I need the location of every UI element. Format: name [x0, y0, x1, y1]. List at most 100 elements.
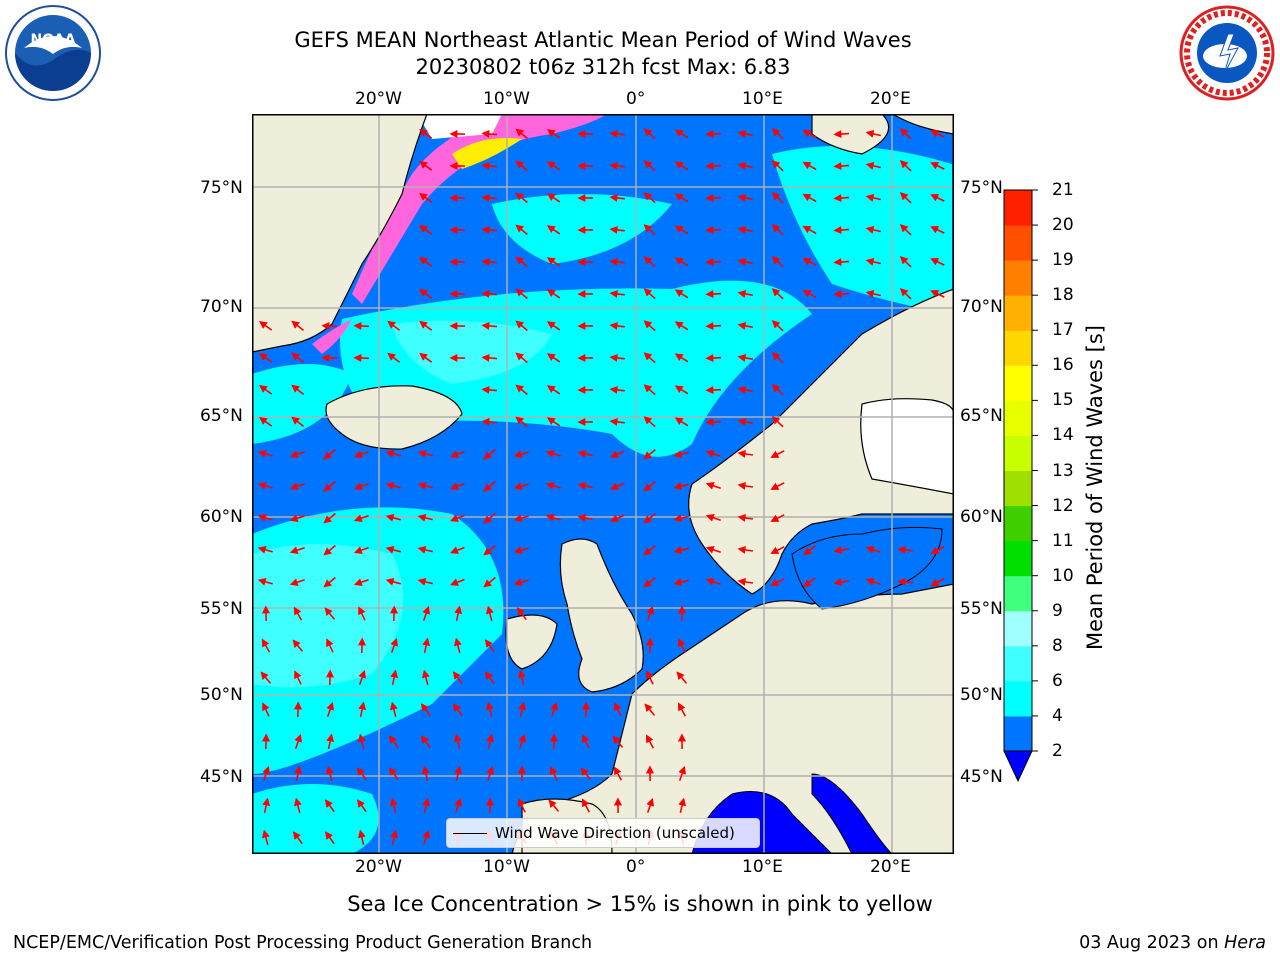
colorbar-tick-label: 13 — [1052, 460, 1074, 481]
wave-direction-arrow — [771, 160, 784, 172]
lat-tick-right-55n: 55°N — [960, 599, 1003, 619]
wave-direction-arrow — [293, 606, 303, 621]
wave-direction-arrow — [643, 416, 656, 428]
lon-tick-top-20e: 20°E — [870, 89, 911, 109]
wave-direction-arrow — [609, 417, 625, 426]
wave-direction-arrow — [515, 192, 528, 204]
wave-direction-arrow — [293, 797, 302, 813]
wave-direction-arrow — [419, 128, 433, 139]
wave-direction-arrow — [705, 418, 722, 427]
wave-direction-arrow — [771, 192, 784, 204]
wave-direction-arrow — [737, 225, 754, 234]
wave-direction-arrow — [930, 577, 945, 587]
wave-direction-arrow — [673, 450, 689, 459]
wave-direction-arrow — [705, 322, 722, 331]
wave-direction-arrow — [291, 352, 304, 364]
wave-direction-arrow — [646, 605, 654, 621]
wave-direction-arrow — [385, 481, 402, 490]
wave-direction-arrow — [353, 546, 369, 554]
wave-direction-arrow — [737, 481, 754, 490]
colorbar-segment — [1004, 435, 1032, 471]
wave-direction-arrow — [357, 829, 366, 845]
wave-direction-arrow — [930, 130, 945, 138]
lon-tick-top-20w: 20°W — [355, 89, 402, 109]
wave-direction-arrow — [930, 545, 945, 555]
wave-direction-arrow — [483, 512, 496, 524]
sea-ice-note: Sea Ice Concentration > 15% is shown in … — [347, 892, 933, 916]
wave-direction-arrow — [614, 702, 622, 717]
colorbar-tick-label: 12 — [1052, 495, 1074, 516]
wave-direction-arrow — [486, 765, 494, 781]
wave-direction-arrow — [546, 129, 561, 139]
wave-direction-arrow — [485, 701, 494, 717]
wave-direction-arrow — [481, 289, 498, 298]
colorbar-tick-label: 14 — [1052, 425, 1074, 446]
wave-direction-arrow — [644, 703, 656, 716]
wave-direction-arrow — [450, 546, 465, 554]
wave-direction-arrow — [613, 766, 623, 781]
wave-direction-arrow — [422, 829, 430, 845]
graticule — [252, 114, 954, 854]
wave-direction-arrow — [610, 514, 625, 522]
footer-host: Hera — [1224, 933, 1266, 953]
wave-direction-arrow — [609, 129, 625, 138]
wave-direction-arrow — [674, 321, 689, 331]
wave-direction-arrow — [422, 605, 430, 621]
wave-direction-arrow — [323, 480, 336, 492]
wave-direction-arrow — [643, 448, 656, 460]
wave-direction-arrow — [737, 289, 754, 298]
wave-direction-arrow — [483, 576, 496, 588]
wave-direction-arrow — [609, 321, 625, 330]
wave-direction-arrow — [481, 161, 498, 170]
wave-direction-arrow — [609, 353, 625, 362]
wave-direction-arrow — [643, 160, 656, 172]
wave-direction-arrow — [865, 161, 881, 170]
wave-direction-arrow — [385, 577, 402, 586]
wave-direction-arrow — [452, 671, 463, 685]
wave-direction-arrow — [515, 288, 528, 300]
wave-direction-arrow — [833, 194, 850, 203]
wave-direction-arrow — [545, 481, 561, 490]
wave-direction-arrow — [257, 545, 273, 554]
wave-direction-arrow — [294, 765, 303, 782]
wave-direction-arrow — [771, 352, 784, 364]
wave-direction-arrow — [481, 193, 498, 202]
wave-direction-arrow — [612, 735, 624, 748]
colorbar-segment — [1004, 680, 1032, 717]
wave-direction-arrow — [289, 546, 305, 555]
wave-direction-arrow — [705, 513, 721, 522]
wave-direction-arrow — [324, 831, 335, 845]
wave-direction-arrow — [646, 670, 654, 685]
wave-direction-arrow — [545, 513, 561, 522]
colorbar-segment — [1004, 540, 1032, 577]
wave-direction-arrow — [673, 514, 689, 523]
wave-direction-arrow — [450, 450, 465, 458]
wave-direction-arrow — [705, 481, 721, 490]
wave-direction-arrow — [674, 353, 689, 363]
wave-direction-arrow — [899, 255, 912, 268]
wave-direction-arrow — [609, 161, 625, 170]
wave-direction-arrow — [262, 702, 270, 717]
wave-direction-arrow — [353, 514, 369, 522]
footer-date-text: 03 Aug 2023 on — [1079, 933, 1219, 953]
wave-direction-arrow — [481, 225, 498, 234]
wave-direction-arrow — [356, 767, 367, 781]
wave-direction-arrow — [257, 513, 273, 522]
sea-ice — [312, 114, 607, 354]
wave-direction-arrow — [548, 799, 560, 812]
wave-direction-arrow — [673, 578, 689, 587]
wave-direction-arrow — [513, 514, 529, 523]
wave-direction-arrow — [261, 638, 271, 653]
lat-tick-right-75n: 75°N — [960, 178, 1003, 198]
wave-direction-arrow — [323, 512, 336, 524]
wave-direction-arrow — [833, 290, 850, 299]
wave-direction-arrow — [770, 578, 785, 586]
ireland-land — [505, 614, 558, 670]
wave-direction-arrow — [422, 797, 431, 813]
wave-direction-arrow — [771, 384, 784, 396]
wave-direction-arrow — [643, 256, 656, 268]
lon-tick-bottom-20e: 20°E — [870, 857, 911, 877]
wave-direction-arrow — [481, 321, 498, 330]
wave-direction-arrow — [705, 354, 722, 363]
lon-tick-bottom-10w: 10°W — [483, 857, 530, 877]
